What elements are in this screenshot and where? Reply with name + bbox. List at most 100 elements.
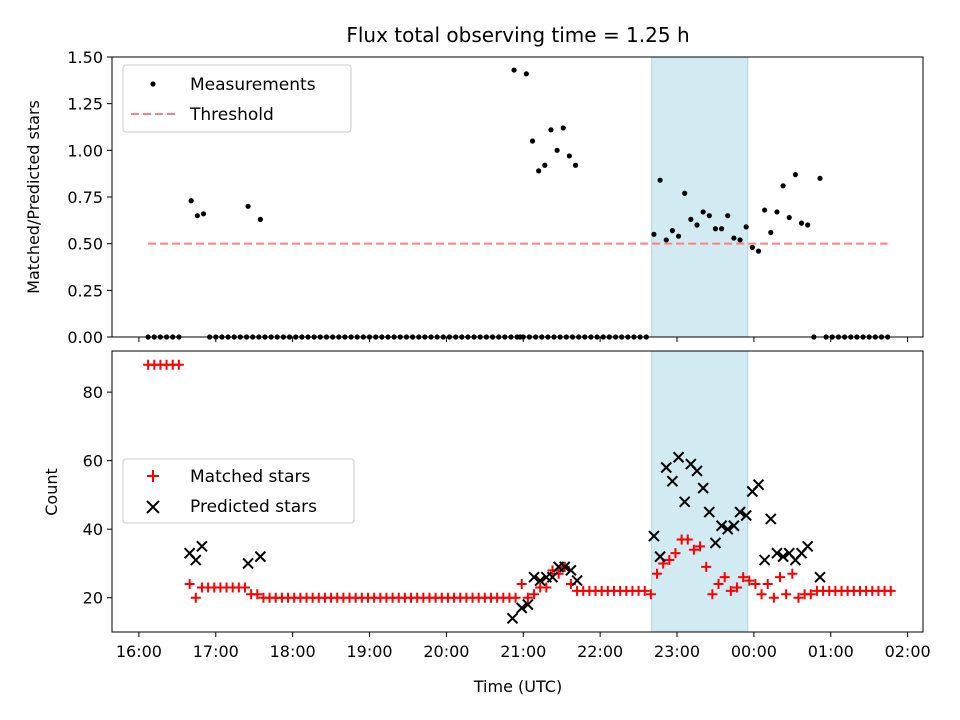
measurement-point-108 [743, 224, 749, 230]
measurement-point-98 [682, 190, 688, 196]
matched-point-101 [768, 592, 779, 603]
bottom-y-axis-label: Count [42, 468, 61, 516]
matched-stars-legend-marker [147, 470, 159, 482]
measurement-point-117 [798, 220, 805, 226]
measurements-legend-label: Measurements [190, 75, 316, 95]
matched-point-84 [664, 555, 675, 566]
measurement-point-81 [245, 203, 251, 209]
measurement-point-92 [572, 162, 579, 168]
measurement-point-6 [188, 198, 194, 204]
predicted-point-9 [534, 574, 546, 587]
x-tick-label-1: 17:00 [193, 642, 239, 661]
measurement-point-99 [688, 216, 694, 222]
matched-point-7 [190, 592, 201, 603]
measurement-point-102 [706, 213, 712, 219]
predicted-point-35 [765, 513, 777, 525]
top-legend: Measurements Threshold [122, 64, 352, 133]
matched-point-102 [775, 572, 786, 583]
matched-point-91 [707, 589, 718, 600]
measurement-point-87 [542, 162, 548, 168]
bottom-legend-frame [122, 458, 355, 524]
predicted-point-23 [691, 465, 703, 477]
matched-point-105 [793, 592, 804, 603]
measurement-point-84 [523, 71, 529, 77]
measurement-point-88 [548, 127, 554, 133]
predicted-point-19 [666, 475, 679, 487]
matched-point-59 [510, 592, 521, 603]
bottom-panel: 16:00 17:00 18:00 19:00 20:00 21:00 22:00 23:00… [83, 350, 931, 661]
predicted-stars-legend-label: Predicted stars [190, 497, 317, 517]
measurement-point-106 [731, 235, 737, 241]
x-tick-label-5: 21:00 [500, 642, 546, 661]
measurement-point-89 [554, 147, 560, 153]
shaded-span-0 [651, 56, 749, 338]
predicted-stars-legend-marker [146, 500, 160, 514]
matched-point-6 [184, 579, 195, 590]
x-tick-label-8: 00:00 [731, 642, 777, 661]
matched-point-15 [239, 582, 250, 593]
measurement-point-94 [657, 177, 663, 183]
y-tick-label-1-2: 60 [83, 452, 103, 471]
matched-point-103 [781, 589, 792, 600]
predicted-point-14 [565, 564, 577, 577]
measurement-point-109 [749, 244, 755, 250]
matched-point-93 [719, 572, 730, 583]
predicted-point-28 [722, 523, 734, 535]
x-tick-label-7: 23:00 [654, 642, 700, 661]
measurement-point-113 [774, 209, 780, 215]
measurement-point-116 [792, 172, 798, 178]
matched-point-5 [173, 359, 184, 370]
x-tick-label-2: 18:00 [270, 642, 316, 661]
matched-point-94 [725, 585, 736, 596]
y-tick-label-0-4: 1.00 [67, 141, 103, 160]
matched-point-96 [738, 572, 749, 583]
measurement-point-82 [257, 216, 263, 222]
predicted-point-34 [758, 554, 771, 566]
predicted-point-26 [709, 537, 722, 549]
matched-point-81 [645, 589, 656, 600]
matched-point-100 [762, 579, 773, 590]
predicted-point-27 [715, 520, 728, 532]
matched-point-97 [744, 575, 755, 586]
matched-point-104 [787, 568, 798, 579]
measurement-point-118 [805, 222, 811, 228]
predicted-point-24 [697, 482, 709, 494]
predicted-point-5 [506, 612, 519, 625]
y-tick-label-1-3: 80 [83, 383, 103, 402]
measurement-point-91 [566, 153, 572, 159]
y-tick-label-1-1: 40 [83, 520, 103, 539]
x-tick-label-0: 16:00 [116, 642, 162, 661]
measurement-point-100 [694, 222, 700, 228]
matched-point-64 [541, 582, 552, 593]
y-tick-label-1-0: 20 [83, 589, 103, 608]
predicted-point-2 [196, 540, 208, 553]
measurement-point-103 [712, 226, 719, 232]
y-tick-label-0-6: 1.50 [67, 48, 103, 67]
matched-point-99 [756, 589, 767, 600]
predicted-point-37 [777, 550, 789, 563]
top-panel: 0.00 0.25 0.50 0.75 1.00 1.25 1.50 [67, 48, 924, 347]
top-legend-frame [122, 64, 352, 133]
matched-point-107 [805, 589, 816, 600]
predicted-point-30 [734, 506, 746, 518]
measurement-point-83 [511, 67, 517, 73]
predicted-point-16 [648, 530, 660, 542]
measurement-point-95 [663, 237, 669, 243]
measurement-point-86 [536, 168, 542, 174]
predicted-point-41 [801, 540, 814, 553]
measurement-point-93 [651, 231, 657, 237]
predicted-point-21 [678, 496, 691, 508]
measurement-point-105 [725, 213, 731, 219]
predicted-point-6 [516, 602, 528, 614]
matched-stars-legend-label: Matched stars [190, 467, 310, 487]
matched-point-98 [750, 579, 761, 590]
threshold-legend-label: Threshold [189, 105, 274, 125]
predicted-point-36 [771, 547, 783, 559]
matched-point-82 [652, 568, 663, 579]
measurement-point-110 [755, 248, 762, 254]
measurement-point-96 [669, 228, 675, 234]
predicted-point-25 [703, 506, 716, 518]
matched-point-61 [522, 592, 533, 603]
predicted-point-33 [752, 478, 765, 491]
